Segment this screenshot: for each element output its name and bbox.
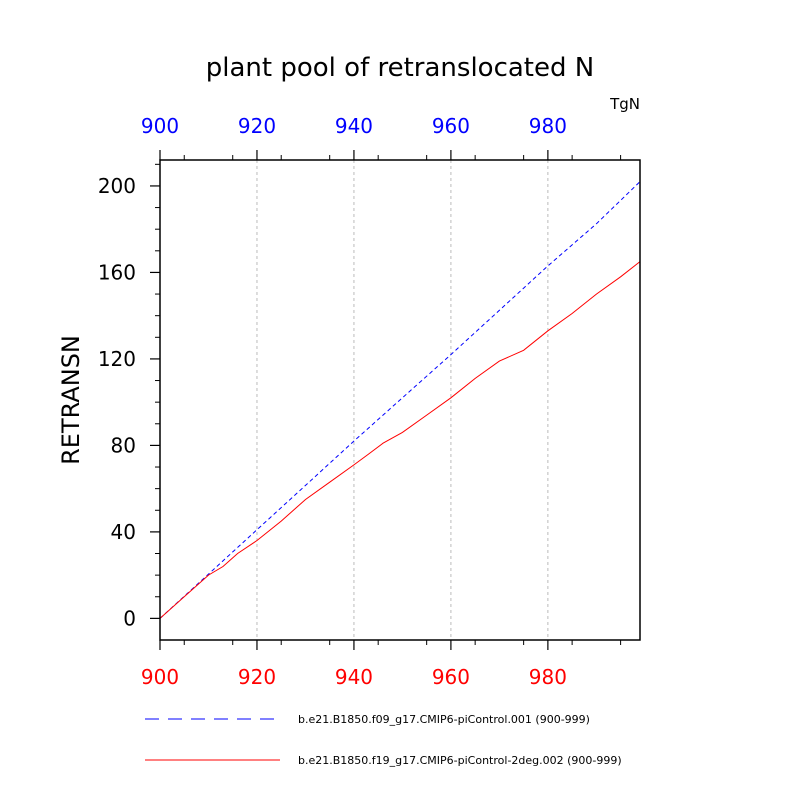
chart-title: plant pool of retranslocated N <box>206 53 594 83</box>
x-tick-label-top: 980 <box>529 114 567 138</box>
x-tick-label-top: 940 <box>335 114 373 138</box>
grid-lines <box>256 160 549 640</box>
x-tick-label-bottom: 960 <box>432 665 470 689</box>
y-axis-label: RETRANSN <box>57 335 85 465</box>
series-line-2 <box>159 261 641 619</box>
y-tick-label: 40 <box>111 520 136 544</box>
x-tick-label-bottom: 900 <box>141 665 179 689</box>
axis-ticks: 900 900 920 920 940 940 960 960 980 980 0 40 80 120 16… <box>98 114 622 689</box>
x-tick-label-bottom: 920 <box>238 665 276 689</box>
y-tick-label: 120 <box>98 347 136 371</box>
legend: b.e21.B1850.f09_g17.CMIP6-piControl.001 … <box>145 713 622 767</box>
plot-frame <box>159 159 641 641</box>
units-label: TgN <box>609 95 640 113</box>
x-tick-label-top: 960 <box>432 114 470 138</box>
y-tick-label: 0 <box>123 606 136 630</box>
x-tick-label-top: 900 <box>141 114 179 138</box>
legend-label-2: b.e21.B1850.f19_g17.CMIP6-piControl-2deg… <box>298 754 622 767</box>
legend-label-1: b.e21.B1850.f09_g17.CMIP6-piControl.001 … <box>298 713 590 726</box>
series-line-1 <box>159 181 641 619</box>
x-tick-label-bottom: 980 <box>529 665 567 689</box>
y-tick-label: 160 <box>98 260 136 284</box>
series-group <box>159 181 641 619</box>
y-tick-label: 80 <box>111 433 136 457</box>
x-tick-label-bottom: 940 <box>335 665 373 689</box>
y-tick-label: 200 <box>98 174 136 198</box>
x-tick-label-top: 920 <box>238 114 276 138</box>
